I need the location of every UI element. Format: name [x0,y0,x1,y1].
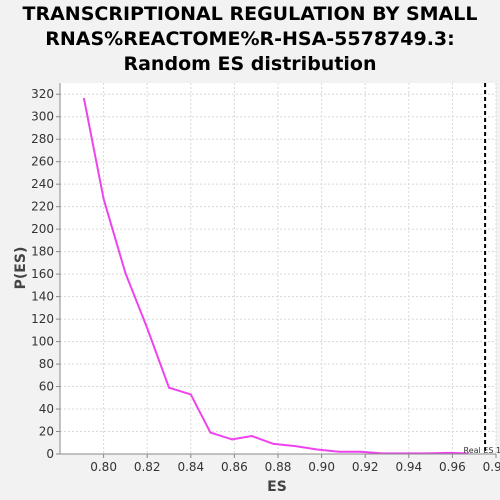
data-point [102,197,105,200]
title-line-2: RNAS%REACTOME%R-HSA-5578749.3: [45,28,455,50]
x-axis-label: ES [267,479,287,495]
y-tick-label: 20 [39,425,54,439]
data-point [294,445,297,448]
y-tick-label: 100 [31,335,54,349]
grid [60,83,497,455]
y-tick-label: 280 [31,132,54,146]
x-tick-label: 0.88 [265,460,292,474]
data-point [338,450,340,453]
y-tick-label: 0 [46,447,54,461]
data-point [250,435,253,437]
x-tick-label: 0.82 [134,460,161,474]
x-tick-label: 0.98 [483,460,500,474]
x-tick-label: 0.80 [90,460,117,474]
data-point [447,451,449,454]
y-ticks: 0 20 40 60 80 100 120 140 160 180 200 220 240 260 280 3… [31,87,60,461]
x-tick-label: 0.84 [177,460,204,474]
data-point [359,450,362,453]
y-tick-label: 60 [39,380,54,394]
title-line-3: Random ES distribution [123,53,377,75]
data-point [124,272,127,274]
y-tick-label: 220 [31,200,54,214]
x-tick-label: 0.90 [308,460,335,474]
x-tick-label: 0.96 [439,460,466,474]
x-tick-label: 0.94 [395,460,422,474]
data-point [231,438,234,441]
y-tick-label: 260 [31,155,54,169]
x-tick-label: 0.86 [221,460,248,474]
y-tick-label: 40 [39,402,54,416]
title-line-1: TRANSCRIPTIONAL REGULATION BY SMALL [22,3,478,25]
data-point [146,327,149,330]
x-ticks: 0.80 0.82 0.84 0.86 0.88 0.90 0.92 0.94 0.96 0.98 [90,454,500,474]
data-point [168,386,170,389]
y-tick-label: 300 [31,110,54,124]
data-point [189,393,192,396]
real-es-label: Real ES 1.0 [464,446,500,455]
y-tick-label: 120 [31,312,54,326]
data-point [209,431,212,434]
y-tick-label: 160 [31,267,54,281]
data-point [316,448,319,451]
y-tick-label: 80 [39,357,54,371]
y-tick-label: 320 [31,87,54,101]
data-point [272,442,275,445]
x-tick-label: 0.92 [352,460,379,474]
y-axis-label: P(ES) [13,247,29,290]
y-tick-label: 140 [31,290,54,304]
chart-title: TRANSCRIPTIONAL REGULATION BY SMALL RNAS… [0,2,500,77]
data-point [83,97,85,100]
y-tick-label: 240 [31,177,54,191]
y-tick-label: 180 [31,245,54,259]
y-tick-label: 200 [31,222,54,236]
